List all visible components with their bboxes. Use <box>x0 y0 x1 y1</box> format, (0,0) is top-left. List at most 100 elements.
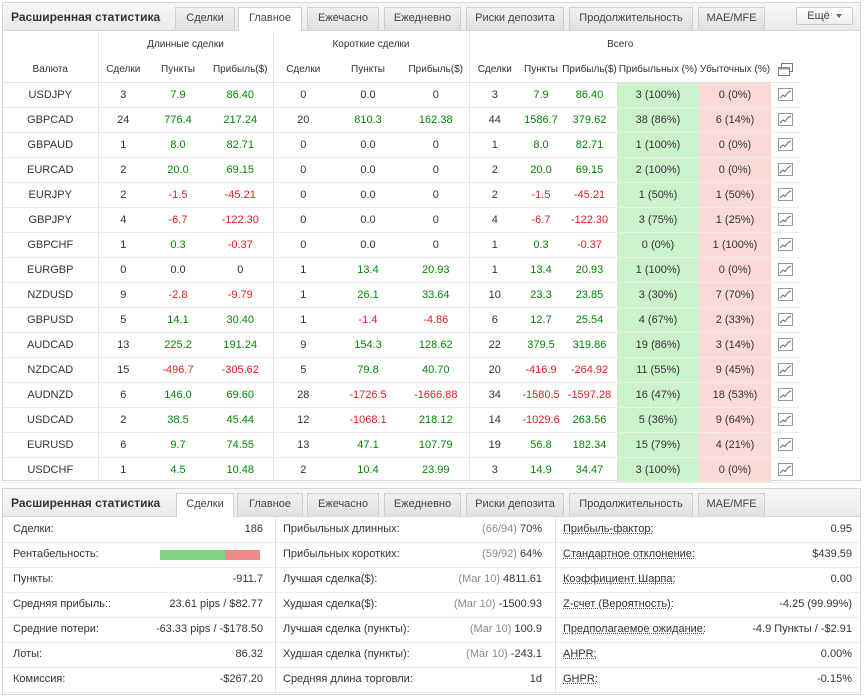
table-row: EURJPY 2 -1.5 -45.21 0 0.0 0 2 -1.5 -45.21 1 (50%)… <box>3 182 800 208</box>
chart-icon[interactable] <box>778 213 793 226</box>
chart-button[interactable] <box>771 132 800 158</box>
window-icon-cell[interactable] <box>771 57 800 83</box>
stats-row: Лоты: 86.32 Худшая сделка (пункты): (Mar 10… <box>3 642 860 668</box>
chart-button[interactable] <box>771 332 800 358</box>
chart-button[interactable] <box>771 257 800 283</box>
tab-4[interactable]: Риски депозита <box>466 493 564 516</box>
col-losing[interactable]: Убыточных (%) <box>699 57 771 83</box>
stats-row: Средняя прибыль:: 23.61 pips / $82.77 Худш… <box>3 592 860 618</box>
losing-cell: 3 (14%) <box>699 332 771 358</box>
col-total-profit[interactable]: Прибыль($) <box>562 57 617 83</box>
stat-label-link[interactable]: Предполагаемое ожидание: <box>563 623 706 635</box>
chart-button[interactable] <box>771 382 800 408</box>
col-winning[interactable]: Прибыльных (%) <box>617 57 699 83</box>
chart-icon[interactable] <box>778 288 793 301</box>
total-profit-cell: 379.62 <box>562 107 617 133</box>
total-points-cell: 13.4 <box>520 257 562 283</box>
stat-label-link[interactable]: AHPR: <box>563 648 597 660</box>
short-points-cell: 0.0 <box>333 207 403 233</box>
chart-icon[interactable] <box>778 463 793 476</box>
stat-label-link[interactable]: Стандартное отклонение: <box>563 548 695 560</box>
tab-2[interactable]: Ежечасно <box>307 493 379 516</box>
chart-button[interactable] <box>771 207 800 233</box>
stat-value: 70% <box>519 523 542 535</box>
stat-label-link[interactable]: Коэффициент Шарпа: <box>563 573 676 585</box>
short-profit-cell: 40.70 <box>403 357 470 383</box>
chart-icon[interactable] <box>778 338 793 351</box>
total-profit-cell: -0.37 <box>562 232 617 258</box>
total-points-cell: 12.7 <box>520 307 562 333</box>
chart-button[interactable] <box>771 232 800 258</box>
chart-icon[interactable] <box>778 263 793 276</box>
tab-5[interactable]: Продолжительность <box>569 7 693 30</box>
col-short-profit[interactable]: Прибыль($) <box>403 57 470 83</box>
tab-5[interactable]: Продолжительность <box>569 493 693 516</box>
short-profit-cell: 0 <box>403 132 470 158</box>
chart-icon[interactable] <box>778 188 793 201</box>
chart-icon[interactable] <box>778 88 793 101</box>
chart-button[interactable] <box>771 82 800 108</box>
chart-button[interactable] <box>771 107 800 133</box>
chart-icon[interactable] <box>778 313 793 326</box>
stat-label-link[interactable]: Z-счет (Вероятность): <box>563 598 674 610</box>
chart-button[interactable] <box>771 432 800 458</box>
stat-label-link[interactable]: Прибыль-фактор: <box>563 523 654 535</box>
tab-6[interactable]: MAE/MFE <box>698 493 765 516</box>
tab-0[interactable]: Сделки <box>175 7 235 30</box>
winning-cell: 3 (75%) <box>617 207 699 233</box>
chart-icon[interactable] <box>778 363 793 376</box>
winning-cell: 15 (79%) <box>617 432 699 458</box>
chart-icon[interactable] <box>778 163 793 176</box>
chart-icon[interactable] <box>778 238 793 251</box>
chart-button[interactable] <box>771 157 800 183</box>
col-currency[interactable]: Валюта <box>3 57 99 83</box>
chart-button[interactable] <box>771 357 800 383</box>
tab-0[interactable]: Сделки <box>176 493 234 517</box>
long-points-cell: 0.0 <box>148 257 208 283</box>
tab-3[interactable]: Ежедневно <box>384 7 461 30</box>
tab-1[interactable]: Главное <box>237 493 303 516</box>
currency-cell: AUDCAD <box>3 332 99 358</box>
tab-3[interactable]: Ежедневно <box>384 493 461 516</box>
total-points-cell: 379.5 <box>520 332 562 358</box>
col-short-trades[interactable]: Сделки <box>273 57 333 83</box>
stat-label-link[interactable]: GHPR: <box>563 673 598 685</box>
col-long-trades[interactable]: Сделки <box>98 57 148 83</box>
chart-icon[interactable] <box>778 413 793 426</box>
tab-1[interactable]: Главное <box>238 7 302 31</box>
total-points-cell: -1.5 <box>520 182 562 208</box>
total-points-cell: 23.3 <box>520 282 562 308</box>
chart-button[interactable] <box>771 182 800 208</box>
total-trades-cell: 34 <box>469 382 520 408</box>
tab-6[interactable]: MAE/MFE <box>698 7 765 30</box>
chart-button[interactable] <box>771 407 800 433</box>
chart-button[interactable] <box>771 282 800 308</box>
col-long-points[interactable]: Пункты <box>148 57 208 83</box>
col-total-trades[interactable]: Сделки <box>469 57 520 83</box>
profitability-bar-loss <box>225 550 260 560</box>
col-total-points[interactable]: Пункты <box>520 57 562 83</box>
long-points-cell: 146.0 <box>148 382 208 408</box>
chart-button[interactable] <box>771 307 800 333</box>
chart-icon[interactable] <box>778 113 793 126</box>
stat-value: 0.95 <box>830 523 852 535</box>
windows-icon[interactable] <box>778 62 793 76</box>
short-profit-cell: 0 <box>403 232 470 258</box>
total-points-cell: 8.0 <box>520 132 562 158</box>
more-dropdown-button[interactable]: Ещё <box>796 7 853 25</box>
col-long-profit[interactable]: Прибыль($) <box>208 57 274 83</box>
chart-icon[interactable] <box>778 388 793 401</box>
tab-4[interactable]: Риски депозита <box>466 7 564 30</box>
table-row: NZDCAD 15 -496.7 -305.62 5 79.8 40.70 20 -416.9-… <box>3 357 800 383</box>
stat-value: -4.25 (99.99%) <box>779 598 852 610</box>
currency-cell: AUDNZD <box>3 382 99 408</box>
tab-2[interactable]: Ежечасно <box>307 7 379 30</box>
winning-cell: 16 (47%) <box>617 382 699 408</box>
col-short-points[interactable]: Пункты <box>333 57 403 83</box>
total-points-cell: 14.9 <box>520 457 562 483</box>
chart-icon[interactable] <box>778 438 793 451</box>
chart-icon[interactable] <box>778 138 793 151</box>
chart-button[interactable] <box>771 457 800 483</box>
long-profit-cell: 69.60 <box>208 382 274 408</box>
currency-cell: GBPCHF <box>3 232 99 258</box>
